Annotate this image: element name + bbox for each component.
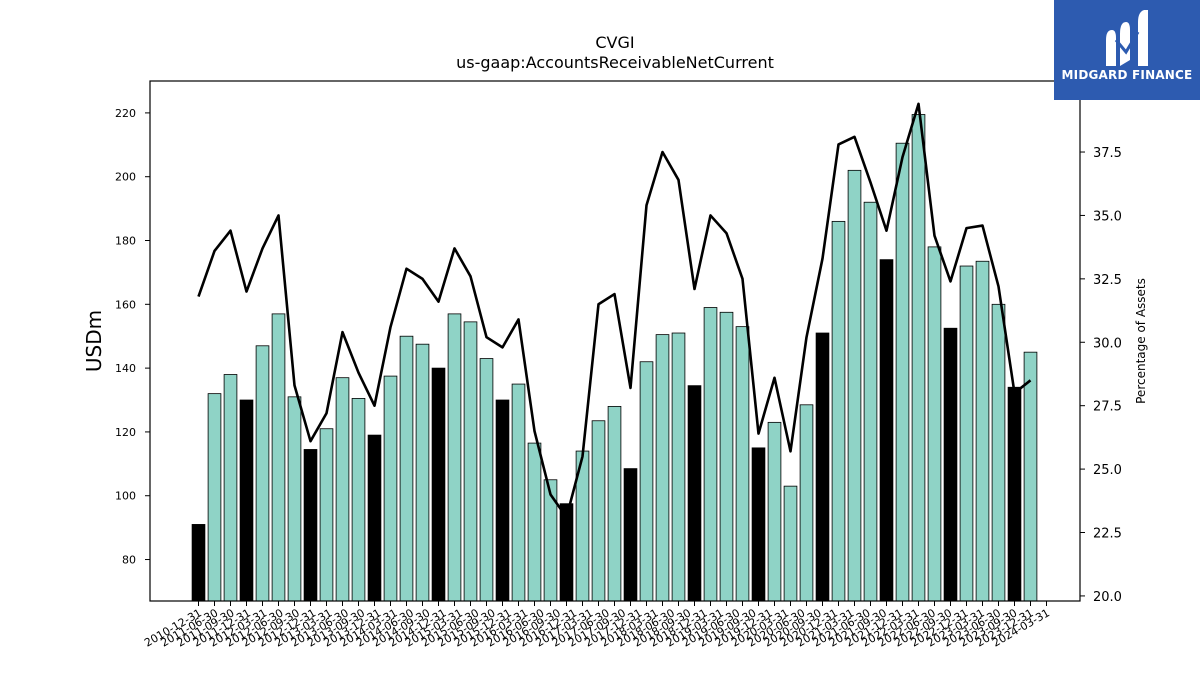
bar	[943, 327, 958, 602]
bar	[991, 303, 1006, 602]
bar	[879, 259, 894, 602]
bar	[751, 447, 766, 602]
bars	[191, 114, 1038, 602]
bar	[975, 260, 990, 602]
bar	[815, 332, 830, 602]
y2-axis: 20.0 22.5 25.0 27.5 30.0 32.5 35.0 37.5	[1080, 146, 1122, 605]
bar	[735, 326, 750, 602]
bar	[399, 335, 414, 602]
y-tick-label: 200	[115, 171, 136, 184]
y-tick-label: 160	[115, 298, 136, 311]
chart-title: CVGI	[595, 33, 634, 52]
bar	[607, 405, 622, 602]
y-tick-label: 120	[115, 426, 136, 439]
bar	[383, 375, 398, 602]
x-axis: 2010-12-312011-06-302011-09-302011-12-31…	[142, 601, 1052, 650]
y-axis-label: USDm	[82, 310, 106, 372]
bar	[1023, 351, 1038, 602]
bar	[687, 385, 702, 602]
y2-tick-label: 22.5	[1093, 527, 1122, 542]
line-series	[197, 102, 1032, 519]
bar	[239, 399, 254, 602]
bar	[191, 524, 206, 602]
bar	[543, 479, 558, 602]
y-tick-label: 140	[115, 362, 136, 375]
bar	[287, 396, 302, 602]
bar	[591, 420, 606, 602]
y2-tick-label: 27.5	[1093, 400, 1122, 415]
bar	[911, 114, 926, 602]
bar	[703, 307, 718, 602]
bar	[831, 220, 846, 602]
bar	[671, 332, 686, 602]
bar	[303, 449, 318, 602]
bar	[351, 398, 366, 602]
bar	[495, 399, 510, 602]
bar	[783, 485, 798, 602]
y-tick-label: 180	[115, 235, 136, 248]
bar	[1007, 386, 1022, 602]
y2-tick-label: 20.0	[1093, 590, 1122, 605]
bar	[655, 334, 670, 602]
bar	[335, 377, 350, 602]
bar	[255, 345, 270, 602]
bar	[527, 442, 542, 602]
percentage-line	[197, 102, 1032, 519]
y2-tick-label: 30.0	[1093, 336, 1122, 351]
bar	[447, 313, 462, 602]
y2-tick-label: 35.0	[1093, 209, 1122, 224]
bar	[319, 428, 334, 602]
bar	[367, 434, 382, 602]
bar	[207, 393, 222, 602]
bar	[415, 343, 430, 602]
y2-tick-label: 25.0	[1093, 463, 1122, 478]
bar	[431, 367, 446, 602]
bar	[463, 321, 478, 602]
y-tick-label: 100	[115, 490, 136, 503]
bar	[767, 421, 782, 602]
bar	[639, 361, 654, 602]
y-tick-label: 220	[115, 107, 136, 120]
bar	[511, 383, 526, 602]
y-axis: 80 100 120 140 160 180 200 220	[115, 107, 150, 567]
bar	[895, 142, 910, 602]
logo-mark-icon	[1106, 10, 1148, 66]
bar	[863, 201, 878, 602]
bar	[719, 311, 734, 602]
bar	[223, 374, 238, 602]
logo: MIDGARD FINANCE	[1054, 0, 1200, 100]
y2-axis-label: Percentage of Assets	[1134, 278, 1148, 404]
bar	[479, 358, 494, 602]
y2-tick-label: 32.5	[1093, 273, 1122, 288]
chart-subtitle: us-gaap:AccountsReceivableNetCurrent	[456, 53, 774, 72]
y2-tick-label: 37.5	[1093, 146, 1122, 161]
logo-text: MIDGARD FINANCE	[1061, 68, 1193, 82]
bar	[927, 246, 942, 602]
plot-frame	[149, 80, 1081, 602]
bar	[799, 404, 814, 602]
bar	[959, 265, 974, 602]
bar	[847, 169, 862, 602]
y-tick-label: 80	[122, 554, 136, 567]
bar	[623, 468, 638, 602]
bar	[271, 313, 286, 602]
